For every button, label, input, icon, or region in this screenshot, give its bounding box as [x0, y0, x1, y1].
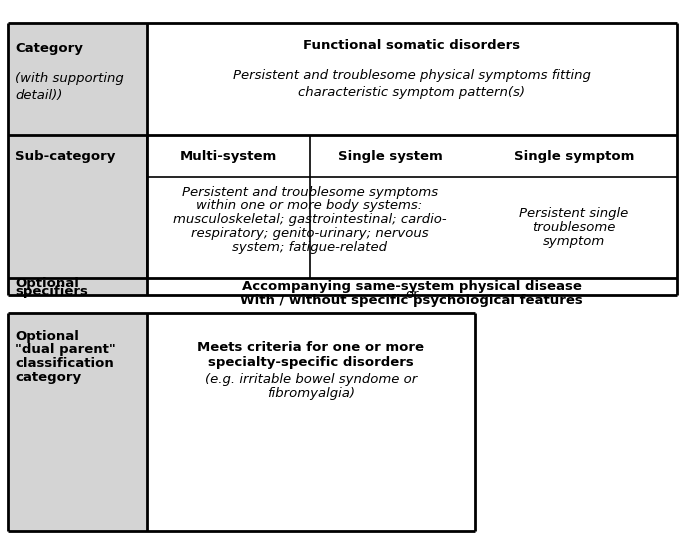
Text: With / without specific psychological features: With / without specific psychological fe…: [240, 294, 583, 307]
Text: characteristic symptom pattern(s): characteristic symptom pattern(s): [298, 86, 525, 99]
Bar: [472, 177, 677, 278]
Text: Persistent and troublesome physical symptoms fitting: Persistent and troublesome physical symp…: [233, 69, 590, 82]
Text: within one or more body systems:: within one or more body systems:: [197, 199, 423, 212]
Text: Persistent single: Persistent single: [519, 207, 629, 220]
Text: Optional: Optional: [15, 277, 79, 290]
Text: detail)): detail)): [15, 89, 62, 101]
Text: Optional: Optional: [15, 330, 79, 342]
Text: classification: classification: [15, 357, 114, 370]
Text: specialty-specific disorders: specialty-specific disorders: [208, 356, 414, 369]
Bar: [147, 23, 677, 135]
Text: Single system: Single system: [338, 150, 443, 163]
Bar: [147, 135, 310, 177]
Text: category: category: [15, 371, 82, 384]
Bar: [8, 177, 147, 278]
Text: Persistent and troublesome symptoms: Persistent and troublesome symptoms: [182, 186, 438, 198]
Text: system; fatigue-related: system; fatigue-related: [232, 241, 387, 254]
Bar: [8, 135, 147, 177]
Text: Accompanying same-system physical disease: Accompanying same-system physical diseas…: [242, 280, 582, 293]
Text: Category: Category: [15, 42, 83, 54]
Text: Single symptom: Single symptom: [514, 150, 634, 163]
Text: (with supporting: (with supporting: [15, 72, 124, 85]
Bar: [147, 278, 677, 295]
Text: "dual parent": "dual parent": [15, 343, 116, 356]
Text: fibromyalgia): fibromyalgia): [267, 387, 355, 400]
Text: Functional somatic disorders: Functional somatic disorders: [303, 39, 520, 52]
Bar: [8, 313, 147, 531]
Text: or: or: [405, 288, 419, 301]
Text: (e.g. irritable bowel syndome or: (e.g. irritable bowel syndome or: [205, 373, 417, 386]
Text: respiratory; genito-urinary; nervous: respiratory; genito-urinary; nervous: [191, 227, 428, 240]
Bar: [472, 135, 677, 177]
Text: troublesome: troublesome: [532, 221, 616, 234]
Bar: [8, 23, 147, 135]
Text: Sub-category: Sub-category: [15, 150, 116, 163]
Text: Meets criteria for one or more: Meets criteria for one or more: [197, 341, 425, 353]
Text: Multi-system: Multi-system: [179, 150, 277, 163]
Text: symptom: symptom: [543, 235, 605, 248]
Text: specifiers: specifiers: [15, 285, 88, 299]
Bar: [8, 278, 147, 295]
Bar: [310, 135, 472, 177]
Bar: [147, 177, 472, 278]
Text: musculoskeletal; gastrointestinal; cardio-: musculoskeletal; gastrointestinal; cardi…: [173, 213, 447, 226]
Bar: [147, 313, 475, 531]
